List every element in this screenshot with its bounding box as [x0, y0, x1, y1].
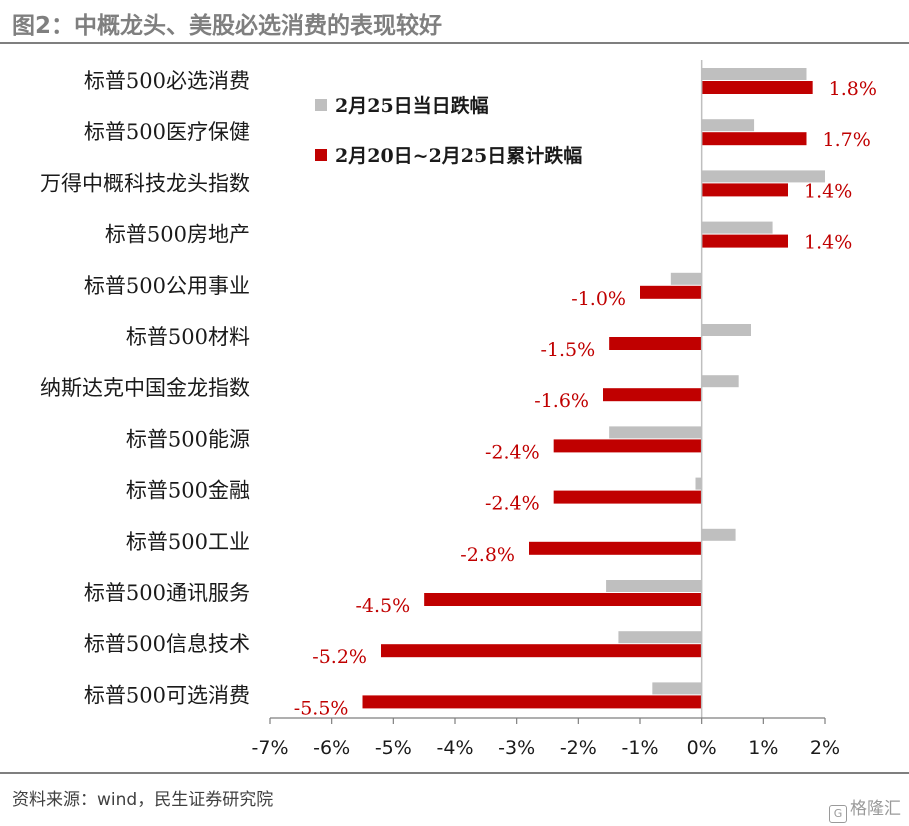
legend-label-daily: 2月25日当日跌幅	[335, 94, 489, 117]
category-label: 纳斯达克中国金龙指数	[40, 376, 250, 400]
watermark-text: 格隆汇	[850, 799, 901, 819]
x-tick-label: -2%	[560, 737, 597, 759]
watermark: G 格隆汇	[829, 794, 901, 823]
data-label: -2.8%	[460, 544, 515, 566]
bar-daily	[701, 324, 751, 336]
category-label: 标普500公用事业	[84, 274, 250, 298]
chart-title: 图2：中概龙头、美股必选消费的表现较好	[12, 13, 443, 39]
bar-cumulative	[553, 439, 702, 453]
bar-cumulative	[609, 337, 702, 350]
bar-cumulative	[381, 644, 702, 658]
bar-daily	[670, 272, 702, 285]
source-note: 资料来源：wind，民生证券研究院	[12, 790, 274, 810]
data-label: 1.7%	[823, 129, 871, 151]
bar-daily	[618, 631, 702, 644]
bar-cumulative	[701, 234, 788, 248]
data-label: 1.4%	[804, 232, 852, 254]
category-label: 标普500必选消费	[84, 69, 250, 93]
x-tick-label: -4%	[437, 737, 474, 759]
data-label: 1.4%	[804, 180, 852, 202]
bar-cumulative	[362, 695, 702, 709]
watermark-logo-icon: G	[829, 805, 847, 823]
data-label: 1.8%	[829, 78, 877, 100]
x-tick-label: -3%	[498, 737, 535, 759]
bar-chart: 标普500必选消费 1.8% 标普500医疗保健 1.7% 万得中概科技龙头指数 1.4%…	[40, 60, 877, 759]
legend-label-cumulative: 2月20日~2月25日累计跌幅	[335, 144, 582, 167]
category-label: 标普500医疗保健	[84, 120, 250, 144]
data-label: -2.4%	[485, 493, 540, 515]
bar-daily	[701, 528, 736, 541]
bar-cumulative	[529, 541, 702, 555]
bar-daily	[701, 170, 825, 183]
bar-daily	[695, 477, 702, 490]
category-label: 标普500房地产	[105, 223, 250, 247]
bar-daily	[652, 682, 702, 695]
bar-daily	[606, 580, 702, 592]
x-tick-label: -1%	[622, 737, 659, 759]
category-label: 标普500工业	[126, 530, 250, 554]
category-label: 标普500通讯服务	[84, 581, 250, 605]
bar-cumulative	[701, 183, 788, 197]
bar-cumulative	[640, 285, 702, 299]
legend-swatch-cumulative	[315, 149, 327, 161]
bar-cumulative	[603, 388, 702, 402]
x-tick-label: 2%	[810, 737, 840, 759]
data-label: -1.6%	[534, 390, 589, 412]
bar-cumulative	[701, 132, 807, 146]
data-label: -4.5%	[355, 595, 410, 617]
data-label: -1.0%	[571, 288, 626, 310]
legend-swatch-daily	[315, 99, 327, 111]
data-label: -2.4%	[485, 441, 540, 463]
category-label: 标普500材料	[126, 325, 250, 349]
bar-daily	[701, 68, 807, 80]
x-tick-label: 0%	[687, 737, 717, 759]
x-tick-label: 1%	[748, 737, 778, 759]
title-divider	[0, 42, 909, 44]
bar-cumulative	[553, 490, 702, 504]
category-label: 万得中概科技龙头指数	[40, 171, 250, 195]
data-label: -1.5%	[540, 339, 595, 361]
bar-daily	[609, 426, 702, 439]
x-tick-label: -7%	[252, 737, 289, 759]
category-label: 标普500金融	[126, 479, 250, 503]
bar-daily	[701, 119, 755, 132]
data-label: -5.2%	[312, 646, 367, 668]
bar-cumulative	[424, 593, 702, 606]
footer-divider	[0, 772, 909, 774]
x-tick-label: -5%	[375, 737, 412, 759]
bar-cumulative	[701, 81, 813, 94]
category-label: 标普500能源	[126, 427, 250, 451]
category-label: 标普500信息技术	[84, 632, 250, 656]
bar-daily	[701, 221, 773, 234]
data-label: -5.5%	[294, 697, 349, 719]
x-tick-label: -6%	[313, 737, 350, 759]
bar-daily	[701, 375, 739, 388]
category-label: 标普500可选消费	[84, 683, 250, 707]
